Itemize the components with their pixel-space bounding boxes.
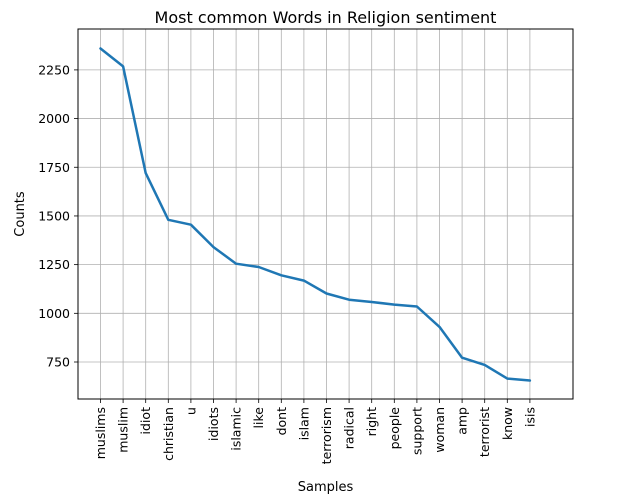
x-tick-label: christian: [161, 407, 176, 461]
x-tick-label: amp: [455, 407, 470, 435]
x-tick-label: terrorist: [477, 407, 492, 457]
y-tick-label: 2250: [38, 62, 70, 77]
x-tick-label: woman: [432, 407, 447, 453]
x-axis-label: Samples: [298, 480, 354, 495]
x-tick-label: like: [251, 407, 266, 429]
x-tick-label: idiot: [138, 407, 153, 435]
x-tick-label: dont: [274, 407, 289, 436]
x-tick-label: muslim: [116, 407, 131, 453]
x-tick-label: support: [409, 407, 424, 455]
x-tick-label: right: [364, 407, 379, 436]
y-axis-label: Counts: [13, 191, 28, 237]
y-ticks: 750 1000 1250 1500 1750 2000 2250: [38, 62, 78, 370]
y-tick-label: 1000: [38, 306, 70, 321]
x-tick-label: muslims: [93, 407, 108, 459]
x-tick-label: know: [500, 407, 515, 440]
x-tick-label: people: [387, 407, 402, 450]
x-ticks: muslims muslim idiot christian u idiots islami…: [93, 399, 537, 464]
x-tick-label: radical: [342, 407, 357, 449]
x-tick-label: islamic: [229, 407, 244, 451]
x-tick-label: terrorism: [319, 407, 334, 464]
x-tick-label: islam: [296, 407, 311, 440]
plot-area: [77, 28, 574, 400]
x-tick-label: idiots: [206, 407, 221, 441]
x-tick-label: isis: [522, 407, 537, 427]
grid-lines: [78, 29, 573, 399]
y-tick-label: 1250: [38, 257, 70, 272]
chart-title: Most common Words in Religion sentiment: [155, 8, 497, 27]
y-tick-label: 2000: [38, 111, 70, 126]
series-line: [99, 47, 532, 382]
y-tick-label: 1750: [38, 160, 70, 175]
y-tick-label: 1500: [38, 208, 70, 223]
x-tick-label: u: [183, 407, 198, 415]
y-tick-label: 750: [46, 355, 70, 370]
